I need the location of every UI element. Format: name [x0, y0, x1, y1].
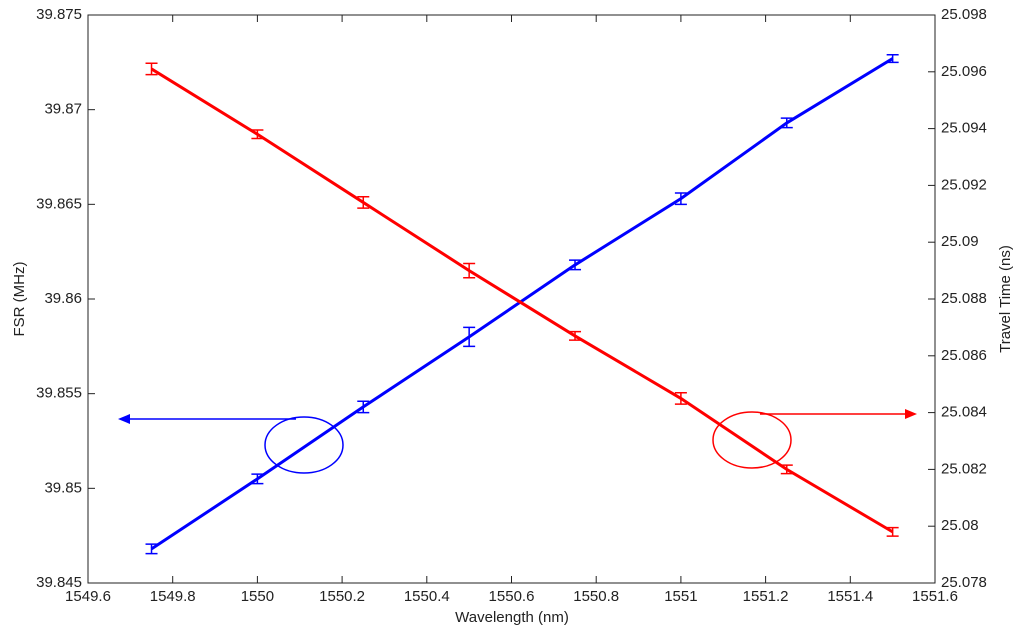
error-bar	[463, 262, 476, 279]
y2-tick-label: 25.098	[941, 6, 987, 23]
error-bar	[357, 196, 370, 209]
series-line	[150, 57, 894, 551]
error-bar	[357, 400, 370, 414]
y2-axis-label: Travel Time (ns)	[997, 245, 1014, 353]
error-bar	[145, 543, 158, 555]
error-bar	[251, 473, 264, 485]
error-bar	[674, 391, 687, 405]
y-tick-label: 39.875	[36, 6, 82, 23]
annotations	[118, 409, 917, 474]
y2-tick-label: 25.094	[941, 120, 987, 137]
error-bar	[674, 192, 687, 206]
x-tick-label: 1551.4	[827, 588, 873, 605]
red-ellipse	[712, 411, 792, 469]
error-bar	[780, 117, 793, 129]
y-tick-label: 39.86	[44, 290, 82, 307]
x-tick-label: 1550.8	[573, 588, 619, 605]
y2-tick-label: 25.096	[941, 63, 987, 80]
y-axis-label: FSR (MHz)	[11, 262, 28, 337]
x-tick-label: 1550.6	[489, 588, 535, 605]
y-tick-label: 39.855	[36, 385, 82, 402]
x-tick-label: 1550.4	[404, 588, 450, 605]
error-bar	[569, 330, 582, 341]
x-tick-label: 1551	[664, 588, 697, 605]
y2-tick-label: 25.09	[941, 233, 979, 250]
plot-frame	[87, 14, 936, 584]
series-line	[150, 67, 894, 534]
error-bar	[145, 62, 158, 76]
blue-ellipse	[264, 416, 344, 474]
red-arrowhead	[905, 409, 917, 419]
error-bar	[886, 526, 899, 537]
y2-tick-label: 25.086	[941, 347, 987, 364]
error-bar	[569, 259, 582, 271]
y2-tick-label: 25.08	[941, 517, 979, 534]
error-bar	[251, 129, 264, 140]
error-bar	[780, 464, 793, 475]
x-tick-label: 1549.8	[150, 588, 196, 605]
x-tick-label: 1551.2	[743, 588, 789, 605]
x-tick-label: 1550	[241, 588, 274, 605]
y-tick-label: 39.845	[36, 574, 82, 591]
x-tick-label: 1549.6	[65, 588, 111, 605]
y2-tick-label: 25.078	[941, 574, 987, 591]
x-tick-label: 1550.2	[319, 588, 365, 605]
y-tick-label: 39.87	[44, 101, 82, 118]
y2-tick-label: 25.088	[941, 290, 987, 307]
error-bar	[886, 54, 899, 64]
x-tick-label: 1551.6	[912, 588, 958, 605]
error-bar	[463, 326, 476, 348]
y2-tick-label: 25.092	[941, 176, 987, 193]
x-axis-label: Wavelength (nm)	[455, 609, 569, 626]
y2-tick-label: 25.082	[941, 460, 987, 477]
y-tick-label: 39.865	[36, 195, 82, 212]
blue-arrowhead	[118, 414, 130, 424]
y-tick-label: 39.85	[44, 479, 82, 496]
y2-tick-label: 25.084	[941, 404, 987, 421]
